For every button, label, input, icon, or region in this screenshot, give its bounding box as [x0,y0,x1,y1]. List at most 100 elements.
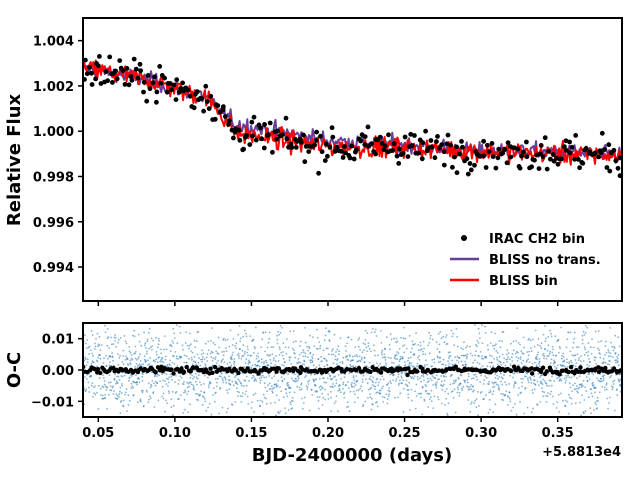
residual-point [438,378,440,381]
residual-point [235,347,238,350]
residual-point [302,349,305,351]
flux-data-point [215,103,221,108]
residual-point [210,340,212,342]
residual-point [346,401,349,404]
residual-point [289,401,292,404]
residual-point [597,341,600,343]
residual-point [380,351,383,354]
residual-point [443,341,446,344]
residual-point [150,385,153,387]
residual-point [221,351,224,353]
residual-point [289,356,292,359]
flux-data-point [251,114,257,120]
residual-point [407,393,410,396]
flux-data-point [358,138,364,144]
residual-point [364,343,366,346]
residual-point [242,372,244,375]
flux-data-point [154,99,159,105]
residual-point [589,361,591,364]
residual-point [234,401,237,403]
residual-point [235,342,238,345]
residual-point [112,393,115,395]
residual-point [215,350,218,353]
residual-point [287,384,290,386]
residual-point [363,357,366,359]
flux-data-point [147,86,153,92]
residual-point [421,413,424,416]
residual-point [217,352,220,355]
residual-point [228,361,231,364]
residual-point [467,386,469,389]
residual-point [444,336,447,338]
residual-point [499,346,502,348]
residual-point [331,350,333,352]
residual-point [261,400,264,403]
residual-point [480,357,483,360]
residual-point [224,377,227,379]
residual-point [123,399,125,402]
residual-point [305,375,307,377]
residual-point [390,382,392,384]
residual-point [382,378,385,381]
residual-point [331,378,334,380]
residual-point [299,345,301,347]
residual-point [427,344,430,347]
flux-data-point [437,145,442,151]
flux-data-point [162,75,168,81]
residual-point [461,387,463,390]
residual-point [90,384,93,387]
residual-point [533,345,536,348]
flux-data-point [253,137,259,143]
residual-point [317,358,320,360]
flux-data-point [176,89,182,95]
residual-point [529,377,532,379]
residual-point [237,333,240,336]
residual-point [606,363,609,366]
flux-data-point [434,139,439,145]
residual-point [270,346,273,348]
residual-point [417,344,420,346]
residual-point [486,365,489,368]
residual-point [402,387,405,390]
residual-point [318,396,321,398]
residual-point [212,394,214,396]
flux-data-point [312,142,317,148]
residual-point [612,349,615,352]
residual-point [109,361,111,364]
residual-point [366,382,369,385]
residual-point [466,353,469,356]
residual-point [171,361,174,364]
residual-x-tick-label: 0.30 [465,426,497,441]
residual-point [178,379,180,381]
residual-point [560,357,563,360]
legend: IRAC CH2 bin BLISS no trans. BLISS bin [450,232,601,289]
residual-point [442,358,445,361]
residual-point [555,354,558,357]
residual-point [430,379,433,382]
residual-point [531,389,534,392]
residual-point [372,403,374,406]
residual-point [371,327,374,330]
residual-point [280,376,283,378]
residual-point [110,343,113,346]
residual-point [381,349,384,352]
residual-point [376,401,378,403]
residual-point [265,359,267,362]
residual-point [222,358,224,360]
residual-point [404,364,407,366]
residual-point [125,388,128,390]
residual-point [306,345,308,348]
residual-point [194,361,197,364]
residual-point [135,363,138,365]
flux-data-point [489,141,495,146]
residual-point [374,331,376,334]
residual-point [389,348,391,351]
flux-data-point [107,54,113,60]
residual-point [252,338,255,341]
residual-point [539,380,542,383]
residual-point [285,392,288,395]
residual-point [232,384,235,387]
residual-point [364,329,367,332]
residual-point [514,352,517,355]
residual-point [618,380,621,383]
